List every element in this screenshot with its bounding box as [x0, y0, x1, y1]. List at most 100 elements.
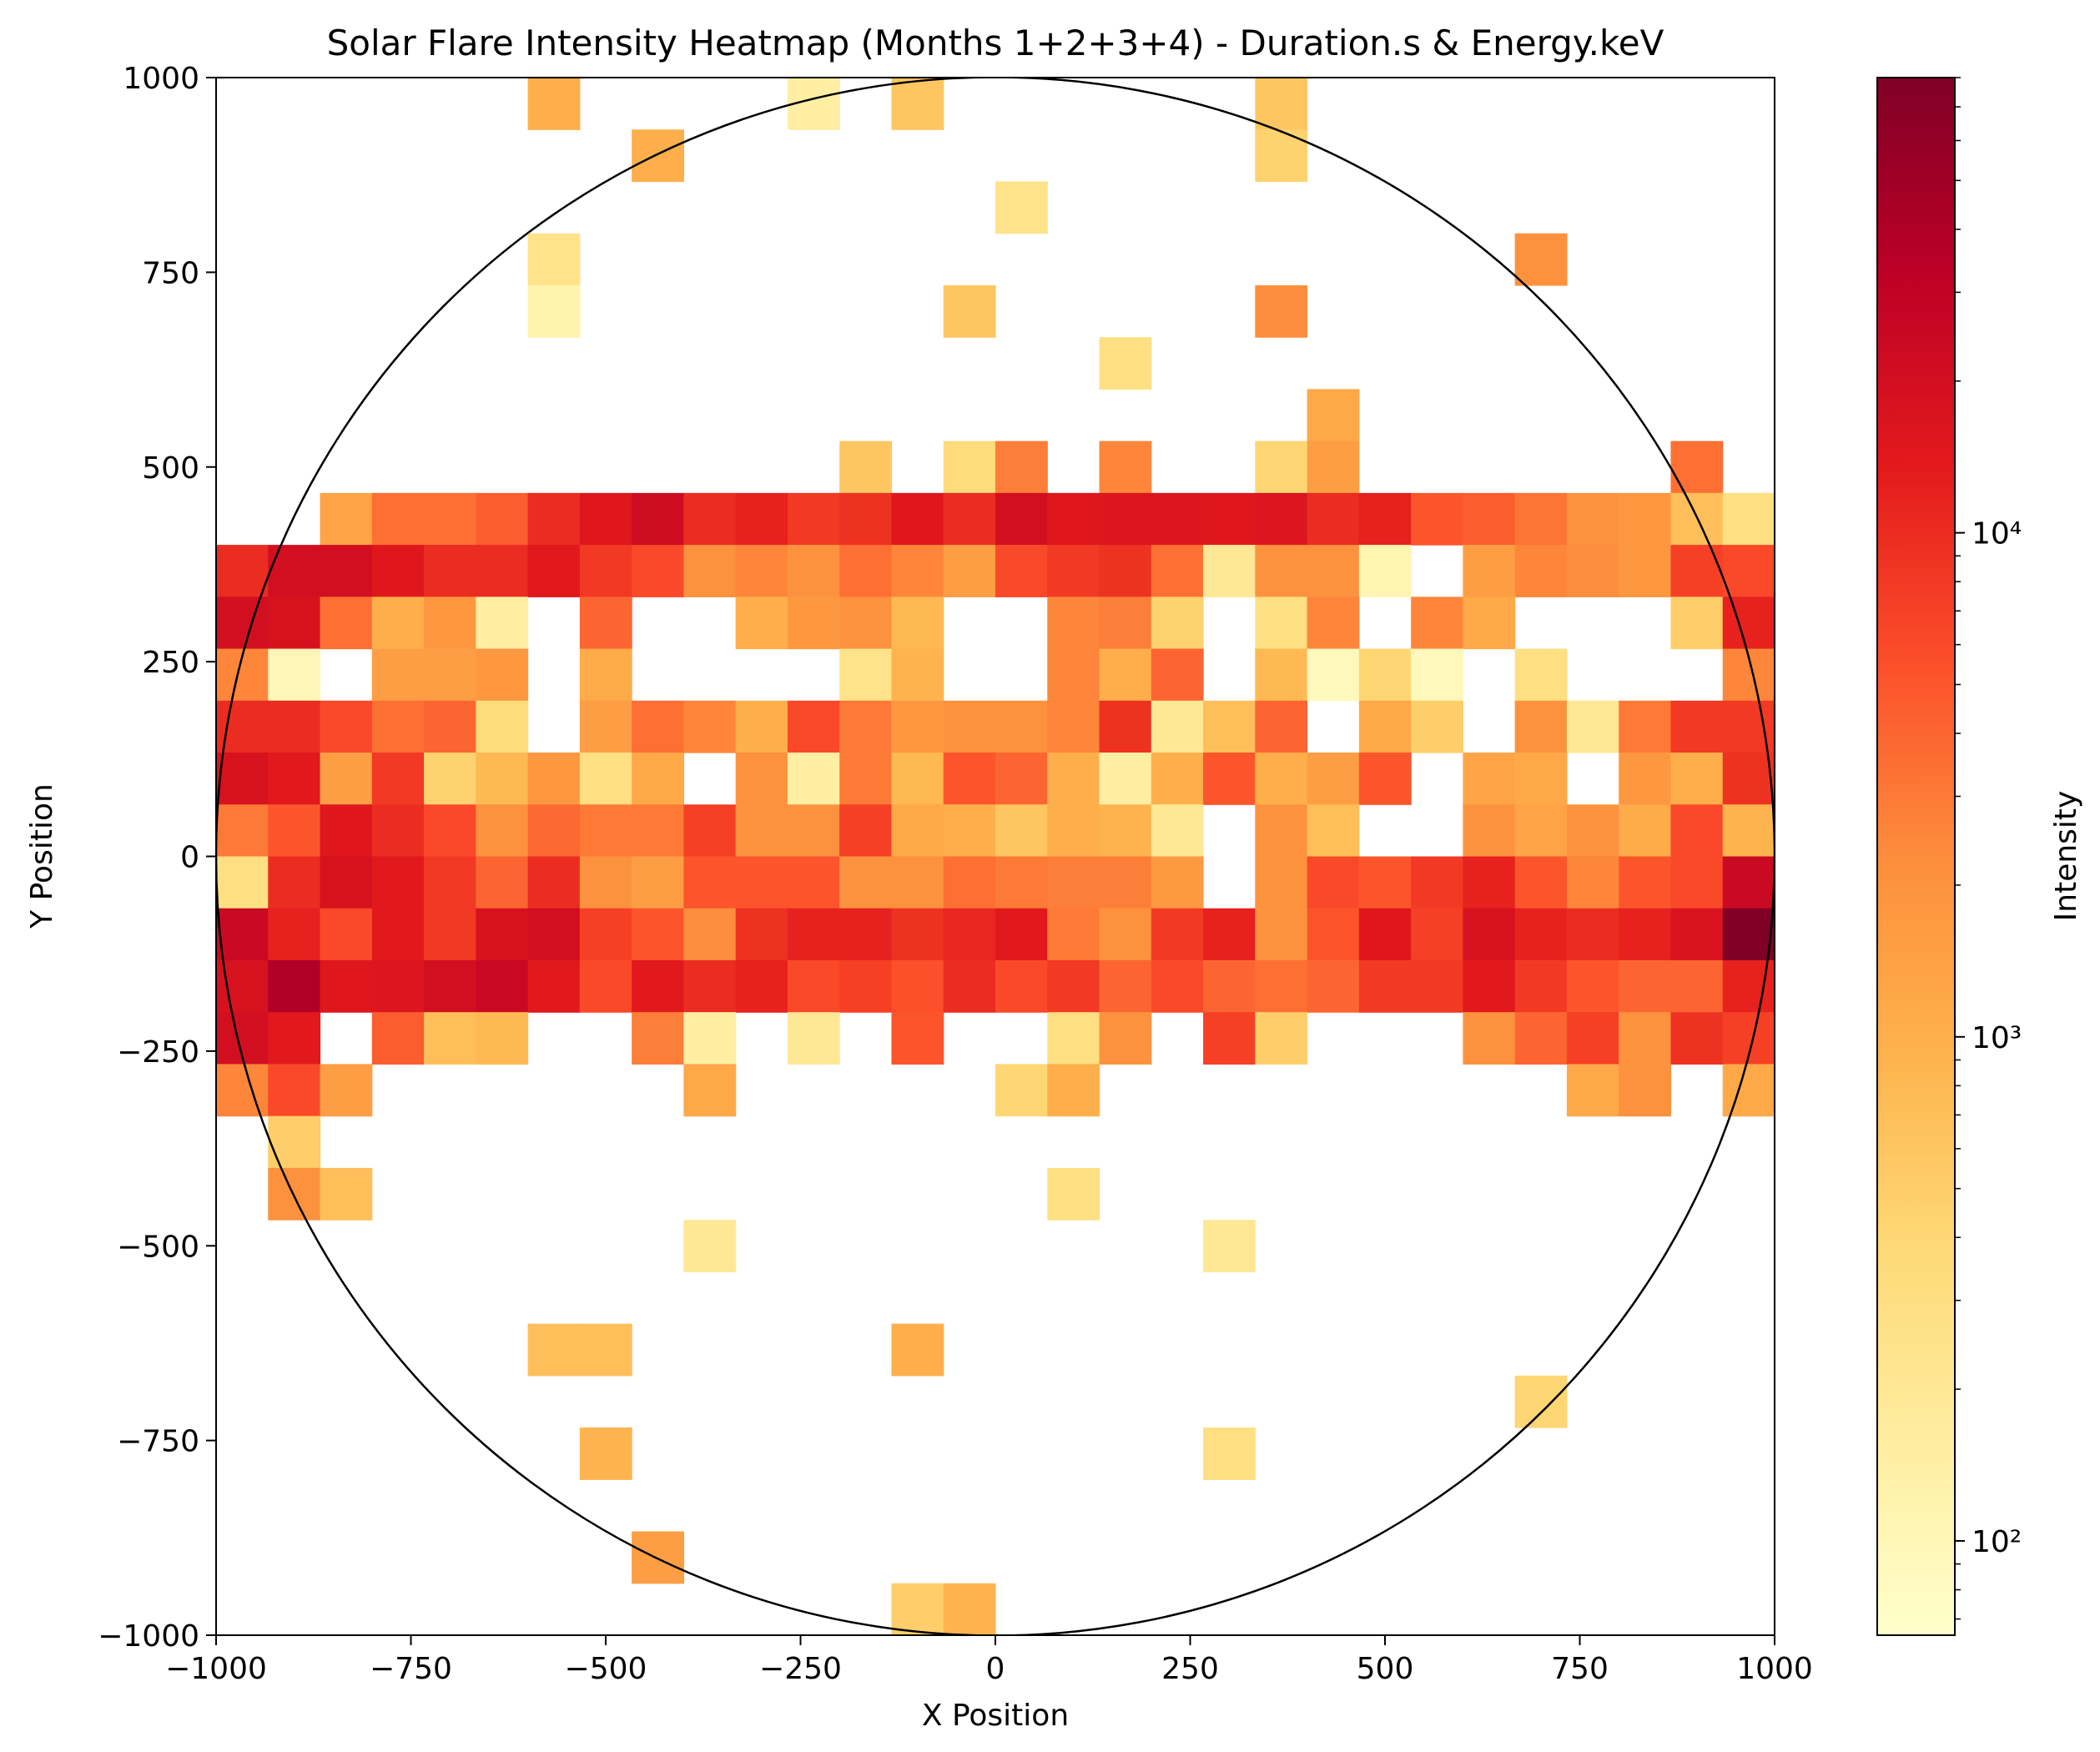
heatmap-cell: [216, 1064, 269, 1117]
heatmap-cell: [1619, 700, 1672, 753]
heatmap-cell: [839, 753, 893, 805]
x-tick-label: 0: [986, 1652, 1005, 1686]
heatmap-cell: [268, 959, 321, 1013]
heatmap-cell: [1670, 441, 1724, 494]
heatmap-cell: [1047, 908, 1100, 961]
heatmap-cell: [995, 700, 1048, 753]
heatmap-cell: [1463, 492, 1516, 546]
heatmap-cell: [1411, 492, 1463, 546]
y-tick-label: 0: [180, 841, 199, 875]
heatmap-cell: [1099, 597, 1152, 650]
heatmap-cell: [1358, 959, 1412, 1013]
heatmap-cell: [891, 545, 944, 597]
heatmap-cell: [1358, 856, 1412, 909]
heatmap-cell: [320, 856, 373, 909]
heatmap-cell: [735, 545, 788, 597]
heatmap-cell: [839, 856, 893, 909]
heatmap-cell: [1566, 804, 1619, 858]
heatmap-cell: [735, 804, 788, 858]
heatmap-cell: [735, 908, 788, 961]
chart-title: Solar Flare Intensity Heatmap (Months 1+…: [327, 23, 1664, 63]
heatmap-cell: [1099, 337, 1152, 390]
heatmap-cell: [943, 753, 996, 805]
heatmap-cell: [1514, 959, 1568, 1013]
heatmap-cell: [579, 648, 632, 702]
x-tick-label: 250: [1161, 1652, 1219, 1686]
heatmap-cell: [1099, 700, 1152, 753]
heatmap-cell: [1099, 804, 1152, 858]
heatmap-cell: [1463, 1012, 1516, 1065]
heatmap-cell: [1670, 959, 1724, 1013]
heatmap-cell: [268, 597, 321, 650]
heatmap-cell: [1670, 700, 1724, 753]
heatmap-cell: [476, 959, 529, 1013]
heatmap-cell: [1151, 648, 1204, 702]
heatmap-cell: [268, 804, 321, 858]
heatmap-cell: [216, 804, 269, 858]
heatmap-cell: [1099, 856, 1152, 909]
heatmap-cell: [371, 700, 425, 753]
heatmap-cell: [1358, 648, 1412, 702]
heatmap-cell: [371, 753, 425, 805]
y-tick-label: −1000: [98, 1619, 199, 1654]
heatmap-cell: [579, 492, 632, 546]
heatmap-cell: [1255, 959, 1308, 1013]
heatmap-cell: [683, 1220, 737, 1272]
heatmap-cell: [1307, 492, 1360, 546]
heatmap-cell: [1566, 856, 1619, 909]
heatmap-cell: [1099, 492, 1152, 546]
heatmap-cell: [476, 908, 529, 961]
x-axis: −1000 −750 −500 −250 0 250 500 750 1000: [165, 1635, 1813, 1686]
heatmap-cell: [1099, 959, 1152, 1013]
heatmap-cell: [1151, 908, 1204, 961]
heatmap-cell: [1307, 804, 1360, 858]
colorbar: [1876, 77, 1956, 1636]
heatmap-cell: [632, 1531, 684, 1584]
heatmap-cell: [1411, 959, 1463, 1013]
heatmap-cell: [1619, 959, 1672, 1013]
heatmap-cell: [268, 1115, 321, 1169]
heatmap-cell: [1047, 856, 1100, 909]
heatmap-cell: [1463, 908, 1516, 961]
x-tick-label: −500: [565, 1652, 647, 1686]
heatmap-cell: [943, 959, 996, 1013]
heatmap-cell: [735, 597, 788, 650]
heatmap-cell: [1514, 856, 1568, 909]
heatmap-cell: [943, 804, 996, 858]
heatmap-cell: [1619, 804, 1672, 858]
heatmap-cell: [1307, 441, 1360, 494]
y-tick-label: 250: [142, 646, 199, 680]
heatmap-cell: [579, 908, 632, 961]
heatmap-cell: [839, 959, 893, 1013]
heatmap-cell: [1514, 492, 1568, 546]
heatmap-cell: [1203, 492, 1256, 546]
heatmap-cell: [735, 959, 788, 1013]
heatmap-cell: [1463, 856, 1516, 909]
heatmap-cell: [527, 545, 581, 597]
heatmap-cell: [683, 492, 737, 546]
heatmap-cell: [632, 804, 684, 858]
heatmap-cell: [1203, 700, 1256, 753]
heatmap-cell: [1307, 959, 1360, 1013]
heatmap-cell: [891, 804, 944, 858]
heatmap-cell: [527, 78, 581, 130]
heatmap-cell: [683, 959, 737, 1013]
heatmap-cell: [424, 908, 476, 961]
heatmap-cell: [1566, 959, 1619, 1013]
heatmap-cell: [1566, 492, 1619, 546]
heatmap-cell: [1099, 908, 1152, 961]
heatmap-cell: [891, 753, 944, 805]
heatmap-cell: [1099, 1012, 1152, 1065]
heatmap-cell: [1358, 908, 1412, 961]
heatmap-cell: [1722, 856, 1775, 909]
heatmap-cell: [1307, 389, 1360, 442]
heatmap-cell: [476, 804, 529, 858]
heatmap-cell: [1619, 492, 1672, 546]
heatmap-cell: [683, 804, 737, 858]
heatmap-cell: [424, 492, 476, 546]
heatmap-cell: [1255, 441, 1308, 494]
heatmap-cell: [527, 233, 581, 286]
heatmap-cell: [1514, 648, 1568, 702]
heatmap-cell: [683, 856, 737, 909]
heatmap-cell: [424, 648, 476, 702]
